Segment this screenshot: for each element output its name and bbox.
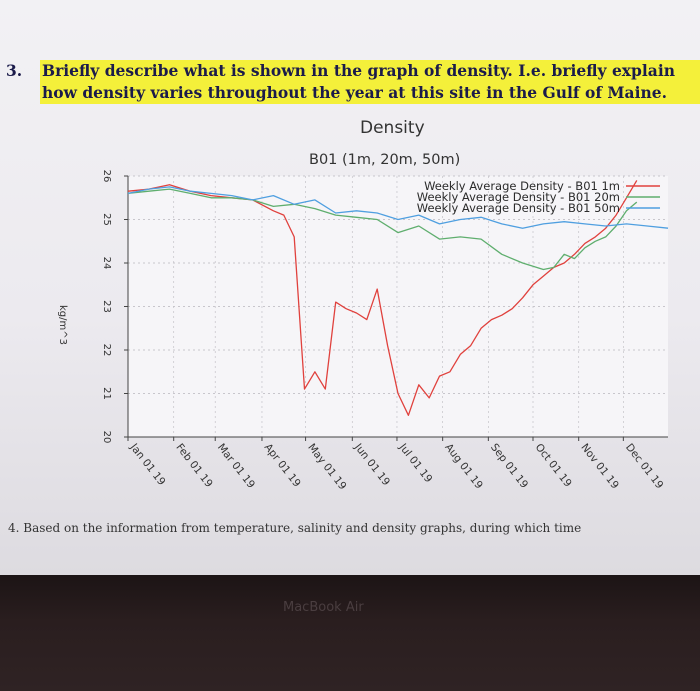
density-chart: 20 21 22 23 24 25 26 Jan 01 19 Feb 01 19 Mar 01 1… <box>101 170 669 492</box>
y-tick-label: 25 <box>101 213 112 226</box>
x-tick-label: Feb 01 19 <box>173 441 214 489</box>
laptop-bezel <box>0 575 700 691</box>
series-line-2 <box>127 188 638 271</box>
question-highlight: Briefly describe what is shown in the gr… <box>40 60 700 104</box>
series-line-3 <box>127 186 669 229</box>
x-tick-label: Aug 01 19 <box>442 441 485 491</box>
x-tick-label: Dec 01 19 <box>623 441 666 491</box>
x-tick-label: Mar 01 19 <box>215 441 257 490</box>
y-tick-label: 22 <box>101 344 112 357</box>
y-tick-label: 21 <box>101 387 112 400</box>
chart-title: Density <box>360 118 425 138</box>
legend-label-1: Weekly Average Density - B01 1m <box>424 179 620 193</box>
x-tick-label: May 01 19 <box>305 441 348 492</box>
x-tick-label: Oct 01 19 <box>533 441 574 489</box>
x-tick-label: Nov 01 19 <box>578 441 621 491</box>
legend-label-3: Weekly Average Density - B01 50m <box>417 201 620 215</box>
y-tick-label: 26 <box>101 170 112 183</box>
next-question-text: 4. Based on the information from tempera… <box>8 521 582 535</box>
x-tick-label: Apr 01 19 <box>262 441 303 489</box>
x-tick-label: Jun 01 19 <box>351 441 392 488</box>
y-tick-label: 23 <box>101 300 112 313</box>
question-number: 3. <box>6 61 23 80</box>
chart-subtitle: B01 (1m, 20m, 50m) <box>309 152 461 168</box>
x-tick-label: Sep 01 19 <box>488 441 530 490</box>
x-tick-label: Jul 01 19 <box>396 441 434 485</box>
x-tick-label: Jan 01 19 <box>127 441 168 488</box>
series-line-1 <box>127 180 638 416</box>
y-tick-label: 24 <box>101 257 112 270</box>
y-tick-label: 20 <box>101 431 112 444</box>
laptop-brand-label: MacBook Air <box>283 600 364 615</box>
legend-label-2: Weekly Average Density - B01 20m <box>417 190 620 204</box>
